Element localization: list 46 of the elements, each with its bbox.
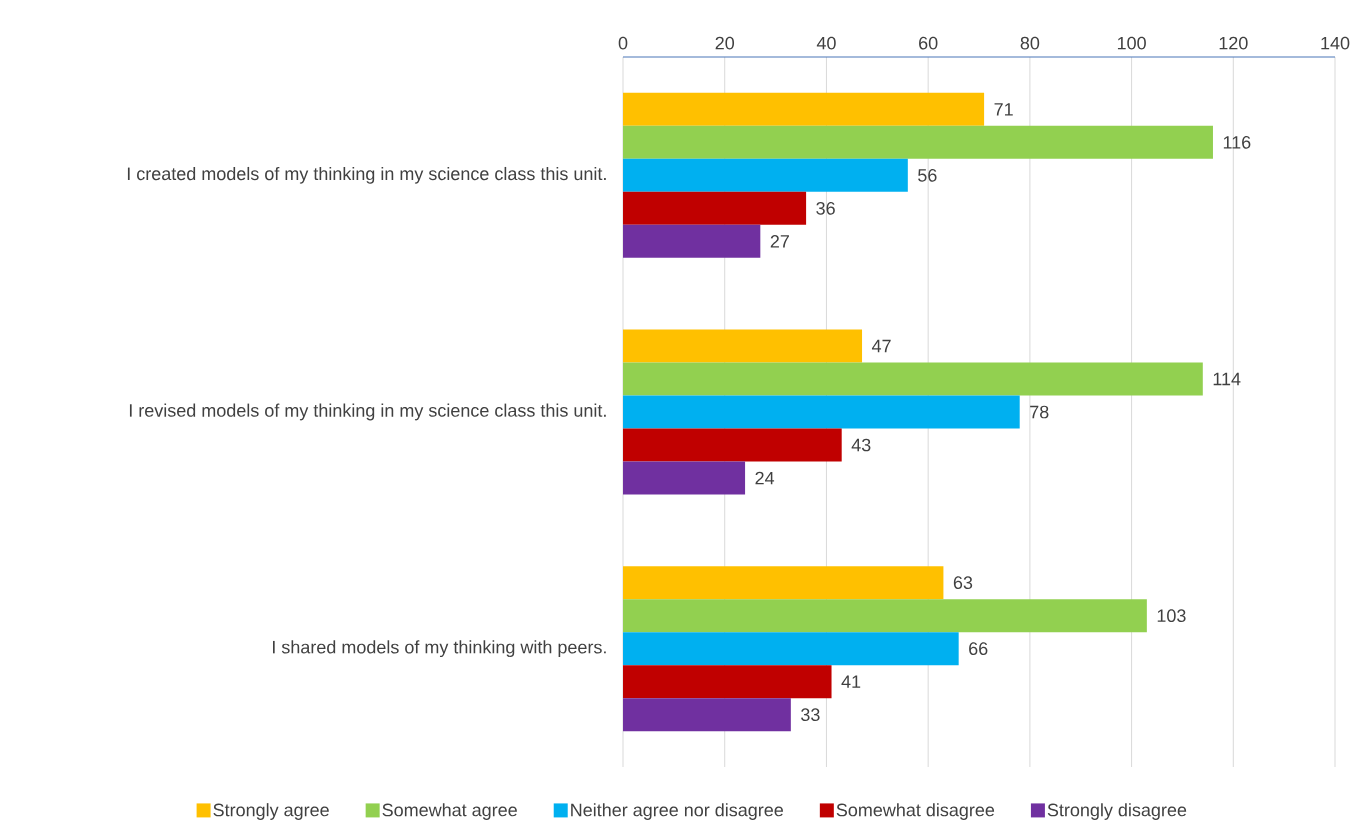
legend-label: Strongly agree xyxy=(213,803,329,820)
bar xyxy=(623,158,908,192)
bar xyxy=(623,698,791,732)
legend-label: Strongly disagree xyxy=(1047,803,1187,820)
y-tick-label: I shared models of my thinking with peers. xyxy=(272,640,606,658)
data-label: 56 xyxy=(918,168,937,182)
bar xyxy=(623,224,761,258)
data-label: 27 xyxy=(770,235,789,248)
bar xyxy=(623,191,807,225)
y-tick-label: I created models of my thinking in my science class this unit. xyxy=(127,166,606,184)
bar xyxy=(623,92,985,126)
data-label: 36 xyxy=(816,201,835,215)
data-label: 24 xyxy=(755,471,775,485)
data-label: 33 xyxy=(801,708,820,722)
y-tick-label: I revised models of my thinking in my science class this unit. xyxy=(129,403,606,421)
legend-label: Neither agree nor disagree xyxy=(571,803,783,820)
bar xyxy=(623,329,863,363)
data-label: 41 xyxy=(841,675,861,688)
data-label: 78 xyxy=(1030,405,1049,419)
x-tick-label: 0 xyxy=(618,36,628,50)
data-label: 71 xyxy=(994,103,1013,116)
data-label: 47 xyxy=(871,339,891,353)
bar xyxy=(623,665,832,699)
data-label: 43 xyxy=(851,438,871,452)
bar xyxy=(623,428,842,462)
data-label: 63 xyxy=(953,576,973,590)
bar xyxy=(623,566,944,600)
x-tick-label: 120 xyxy=(1219,36,1248,50)
x-tick-label: 40 xyxy=(816,36,836,50)
bar xyxy=(623,632,959,666)
legend-label: Somewhat disagree xyxy=(836,803,995,820)
legend-label: Somewhat agree xyxy=(382,803,517,820)
bar xyxy=(623,125,1213,159)
x-tick-label: 140 xyxy=(1321,36,1350,50)
data-label: 66 xyxy=(969,642,988,656)
data-label: 114 xyxy=(1213,372,1241,386)
bar xyxy=(623,362,1203,396)
x-tick-label: 60 xyxy=(919,36,938,50)
data-label: 103 xyxy=(1157,609,1186,623)
bar xyxy=(623,461,746,495)
x-tick-label: 80 xyxy=(1020,36,1040,50)
bar xyxy=(623,599,1147,633)
data-label: 116 xyxy=(1223,135,1251,149)
x-tick-label: 100 xyxy=(1117,36,1146,50)
x-tick-label: 20 xyxy=(715,36,735,50)
bar xyxy=(623,395,1020,429)
